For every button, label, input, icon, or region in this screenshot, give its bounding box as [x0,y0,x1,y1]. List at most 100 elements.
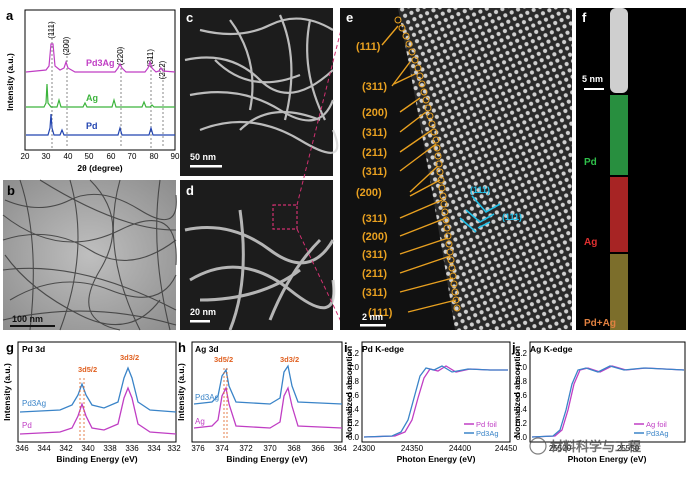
panel-b-nanowires [2,179,177,331]
peak-200: (200) [62,36,71,55]
cyan-plane-label-2: (111) [502,212,522,222]
ytick: 0.2 [348,419,360,428]
map-label-pd: Pd [584,157,597,168]
panel-label-c: c [186,10,193,25]
series-label-pd: Pd [86,121,98,131]
xtick: 338 [103,444,117,453]
xtick: 340 [81,444,95,453]
xtick: 370 [263,444,277,453]
panel-f: f 5 nm Pd Ag Pd+Ag [576,8,686,330]
plane-label: (311) [362,213,387,225]
plane-label: (311) [362,81,387,93]
xtick: 344 [37,444,51,453]
plane-label: (311) [362,287,387,299]
xtick: 376 [191,444,205,453]
plane-label: (311) [362,166,387,178]
panel-a-xlabel: 2θ (degree) [77,163,122,173]
wire-pd-map [610,95,628,175]
panel-a: a Intensity (a.u.) 2θ (degree) 20 30 40 … [5,8,180,173]
zoom-line-top [296,13,346,206]
panel-h: h Ag 3d Intensity (a.u.) Binding Energy … [176,340,347,464]
panel-label-g: g [6,340,14,355]
scalebar-d-label: 20 nm [190,307,216,317]
panel-label-d: d [186,183,194,198]
panel-j-yticks: 0.0 0.2 0.4 0.6 0.8 1.0 1.2 [516,349,528,442]
legend-h-pd3ag: Pd3Ag [195,393,219,402]
series-g-pd3ag [19,366,177,413]
watermark-text: 材料科学与工程 [550,439,641,455]
panel-h-xticks: 376 374 372 370 368 366 364 [191,444,347,453]
scalebar-c [190,165,222,168]
panel-i-frame [361,341,511,443]
ytick: 0.8 [348,377,360,386]
zoom-box [272,204,298,230]
panel-e-lattice [398,8,572,330]
panel-label-h: h [178,340,186,355]
panel-d-nanowires [184,209,336,331]
panel-i-xticks: 24300 24350 24400 24450 [353,444,518,453]
legend-j-agfoil: Ag foil [646,420,667,429]
plane-label: (111) [368,307,393,319]
plane-label: (211) [362,268,387,280]
panel-g-xticks: 346 344 342 340 338 336 334 332 [15,444,181,453]
wire-overlay-map [610,254,628,330]
series-ag [26,83,175,108]
panel-i: i Pd K-edge Normalized absorption Photon… [344,340,518,464]
panel-label-f: f [582,10,587,25]
panel-g-xlabel: Binding Energy (eV) [56,454,137,464]
legend-h-ag: Ag [195,417,205,426]
xtick: 60 [107,152,116,161]
panel-label-e: e [346,10,353,25]
xtick: 24300 [353,444,376,453]
ytick: 1.0 [348,363,360,372]
ytick: 0.6 [516,391,528,400]
wire-ag-map [610,177,628,252]
edge-atom-markers [394,16,461,312]
peak-label-g2: 3d3/2 [120,353,139,362]
panel-h-frame [191,341,343,443]
xtick: 25550 [617,444,640,453]
cyan-lattice-overlay [459,195,501,233]
panel-i-ylabel: Normalized absorption [344,346,354,438]
cyan-plane-label-1: (111) [470,185,490,195]
ytick: 0.4 [516,405,528,414]
legend-i-pd3ag: Pd3Ag [476,429,499,438]
panel-h-title: Ag 3d [195,344,219,354]
panel-g-frame [17,341,177,443]
ytick: 1.0 [516,363,528,372]
scalebar-b [10,325,55,327]
panel-a-xticks: 20 30 40 50 60 70 80 90 [21,152,180,161]
panel-g-ylabel: Intensity (a.u.) [2,363,12,421]
xtick: 90 [171,152,180,161]
scalebar-e [360,324,386,327]
ytick: 1.2 [516,349,528,358]
plane-label: (311) [362,249,387,261]
panel-label-b: b [7,183,15,198]
legend-g-pd: Pd [22,421,32,430]
panel-label-j: j [511,340,516,355]
scalebar-b-label: 100 nm [12,314,43,324]
panel-c-nanowires [184,14,339,154]
series-j-pd3ag [531,365,685,438]
xtick: 374 [215,444,229,453]
plane-label: (111) [356,41,381,53]
plane-arrows [381,25,457,313]
ytick: 0.0 [516,433,528,442]
panel-label-a: a [6,8,14,23]
xtick: 332 [167,444,181,453]
xtick: 342 [59,444,73,453]
peak-111: (111) [47,21,56,39]
series-h-pd3ag [193,364,343,405]
xtick: 24350 [401,444,424,453]
peak-220: (220) [116,46,125,65]
series-g-pd [19,386,177,435]
wechat-icon [529,437,547,455]
legend-i-pdfoil: Pd foil [476,420,497,429]
plane-label: (200) [362,107,388,119]
panel-j-frame [529,341,686,443]
xtick: 50 [85,152,94,161]
zoom-line-bottom [296,228,346,331]
legend-j-pd3ag: Pd3Ag [646,429,669,438]
scalebar-f [584,88,604,90]
